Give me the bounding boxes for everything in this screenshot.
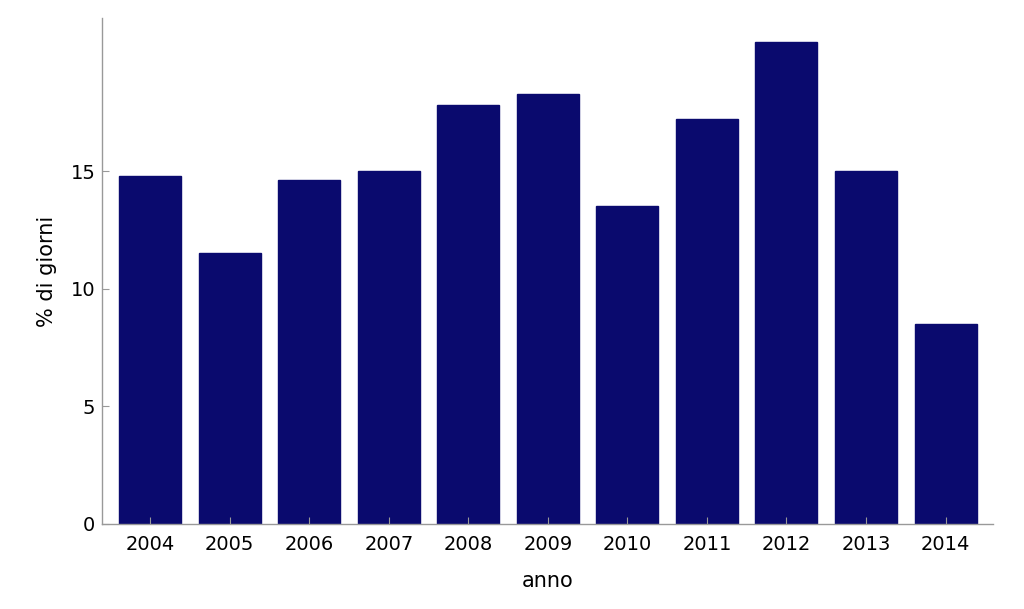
Bar [279, 180, 340, 524]
Bar [914, 324, 977, 524]
Y-axis label: % di giorni: % di giorni [37, 216, 56, 326]
Bar [835, 171, 897, 524]
Bar [357, 171, 420, 524]
Bar [517, 94, 579, 524]
Bar [199, 253, 261, 524]
Bar [756, 42, 817, 524]
X-axis label: anno: anno [522, 571, 573, 591]
Bar [437, 105, 500, 524]
Bar [676, 119, 738, 524]
Bar [119, 176, 181, 524]
Bar [596, 206, 658, 524]
